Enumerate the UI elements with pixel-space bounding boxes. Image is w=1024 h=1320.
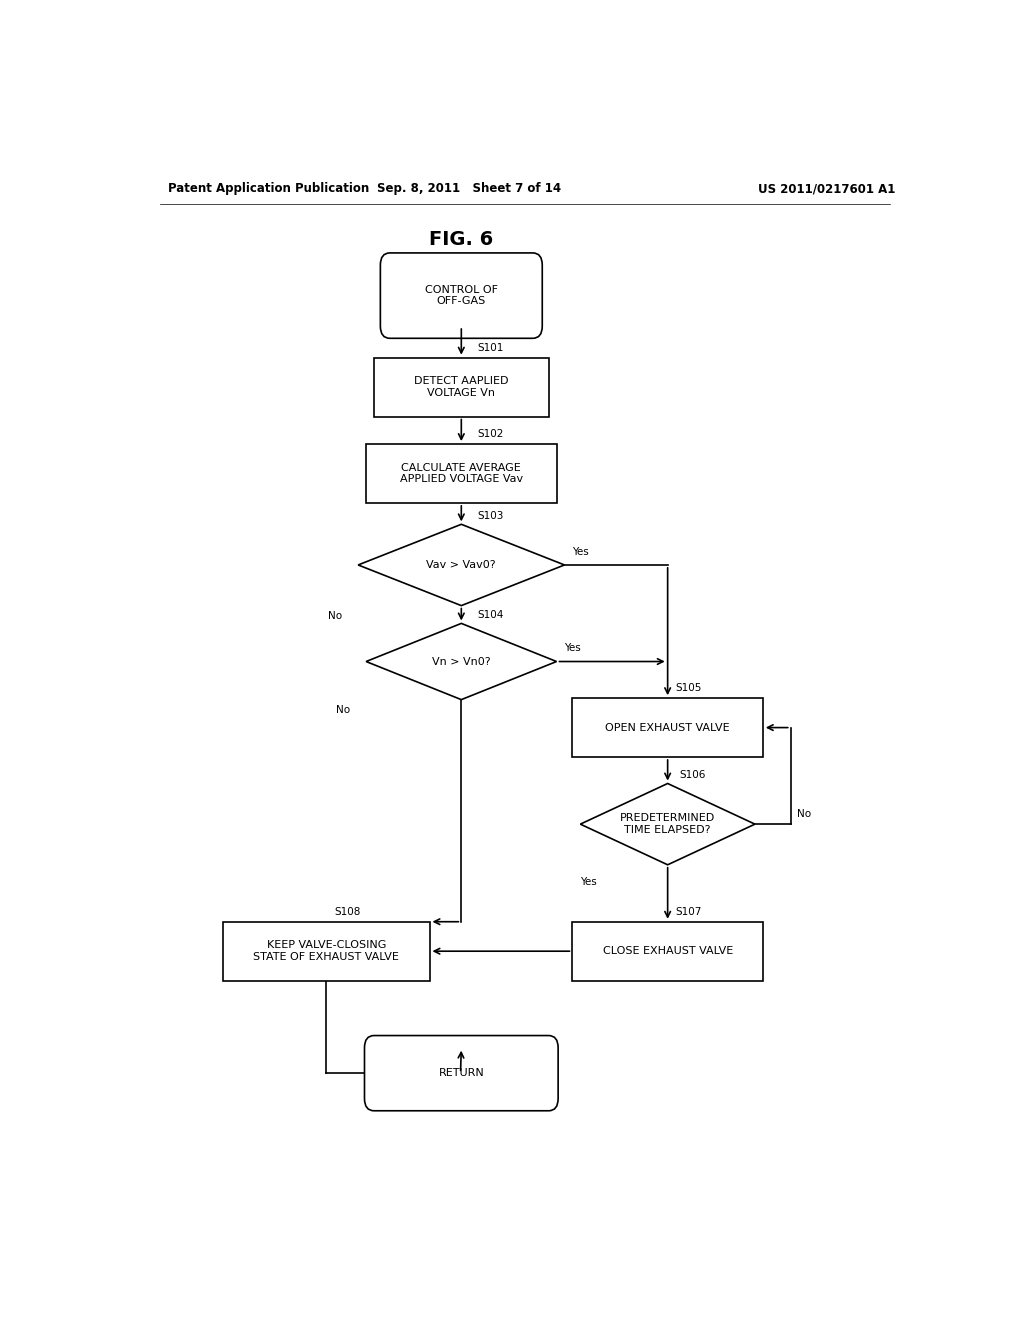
Text: CLOSE EXHAUST VALVE: CLOSE EXHAUST VALVE xyxy=(602,946,733,956)
Text: Yes: Yes xyxy=(564,643,582,653)
Text: RETURN: RETURN xyxy=(438,1068,484,1078)
Text: Yes: Yes xyxy=(572,546,589,557)
Polygon shape xyxy=(367,623,557,700)
FancyBboxPatch shape xyxy=(365,1036,558,1110)
Bar xyxy=(367,444,557,503)
Text: S101: S101 xyxy=(477,342,504,352)
Text: S105: S105 xyxy=(676,682,702,693)
Text: S102: S102 xyxy=(477,429,504,440)
Text: No: No xyxy=(328,611,342,620)
FancyBboxPatch shape xyxy=(380,253,543,338)
Text: S106: S106 xyxy=(680,771,706,780)
Text: Yes: Yes xyxy=(580,876,597,887)
Text: US 2011/0217601 A1: US 2011/0217601 A1 xyxy=(758,182,895,195)
Text: Patent Application Publication: Patent Application Publication xyxy=(168,182,369,195)
Text: KEEP VALVE-CLOSING
STATE OF EXHAUST VALVE: KEEP VALVE-CLOSING STATE OF EXHAUST VALV… xyxy=(254,940,399,962)
Text: No: No xyxy=(336,705,350,714)
Text: FIG. 6: FIG. 6 xyxy=(429,230,494,249)
Text: CALCULATE AVERAGE
APPLIED VOLTAGE Vav: CALCULATE AVERAGE APPLIED VOLTAGE Vav xyxy=(399,463,523,484)
Polygon shape xyxy=(581,784,755,865)
Text: S107: S107 xyxy=(676,907,702,916)
Text: CONTROL OF
OFF-GAS: CONTROL OF OFF-GAS xyxy=(425,285,498,306)
Text: S104: S104 xyxy=(477,610,504,620)
Text: No: No xyxy=(797,809,811,818)
Bar xyxy=(374,358,549,417)
Bar xyxy=(572,698,763,758)
Bar xyxy=(572,921,763,981)
Text: Vn > Vn0?: Vn > Vn0? xyxy=(432,656,490,667)
Text: OPEN EXHAUST VALVE: OPEN EXHAUST VALVE xyxy=(605,722,730,733)
Text: Sep. 8, 2011   Sheet 7 of 14: Sep. 8, 2011 Sheet 7 of 14 xyxy=(377,182,561,195)
Text: DETECT AAPLIED
VOLTAGE Vn: DETECT AAPLIED VOLTAGE Vn xyxy=(414,376,509,397)
Text: Vav > Vav0?: Vav > Vav0? xyxy=(427,560,496,570)
Text: S108: S108 xyxy=(334,907,360,916)
Text: PREDETERMINED
TIME ELAPSED?: PREDETERMINED TIME ELAPSED? xyxy=(620,813,716,836)
Text: S103: S103 xyxy=(477,511,504,521)
Polygon shape xyxy=(358,524,564,606)
Bar xyxy=(223,921,430,981)
